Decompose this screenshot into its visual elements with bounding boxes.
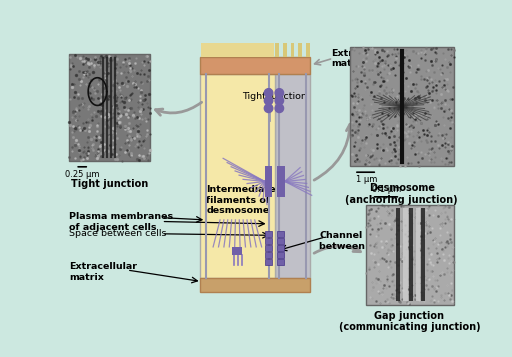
Bar — [266, 252, 272, 258]
Bar — [403, 208, 408, 301]
Circle shape — [269, 29, 274, 34]
Text: Channel
between cells: Channel between cells — [319, 231, 393, 251]
Bar — [215, 37, 220, 57]
Circle shape — [240, 31, 245, 37]
Text: Extracellular
matrix: Extracellular matrix — [69, 262, 137, 282]
Circle shape — [233, 32, 238, 38]
Bar — [277, 252, 284, 258]
Bar — [251, 32, 256, 57]
Bar — [255, 32, 260, 57]
Bar — [269, 31, 274, 57]
Bar — [396, 208, 400, 301]
Bar — [231, 247, 242, 255]
Circle shape — [265, 32, 271, 37]
Bar — [211, 39, 216, 57]
Text: 1 μm: 1 μm — [355, 175, 377, 184]
Bar — [277, 245, 284, 251]
Bar — [208, 34, 212, 57]
Bar — [266, 231, 272, 237]
Circle shape — [275, 104, 284, 112]
Bar — [201, 35, 205, 57]
Bar — [266, 238, 272, 244]
Bar — [262, 39, 267, 57]
Bar — [222, 32, 227, 57]
Text: 0.1 μm: 0.1 μm — [372, 185, 401, 194]
Text: Extracellular
matrix: Extracellular matrix — [331, 49, 399, 69]
Circle shape — [211, 36, 217, 41]
Bar — [283, 34, 287, 57]
Circle shape — [275, 89, 284, 97]
Circle shape — [229, 36, 234, 42]
Circle shape — [222, 29, 227, 35]
Bar — [277, 231, 284, 237]
Bar — [306, 40, 310, 57]
Text: 0.25 μm: 0.25 μm — [65, 170, 99, 179]
Circle shape — [264, 104, 273, 112]
Text: Tight junction: Tight junction — [242, 92, 307, 101]
Circle shape — [226, 34, 231, 39]
Circle shape — [264, 96, 273, 105]
Bar — [266, 245, 272, 251]
Text: Gap junction
(communicating junction): Gap junction (communicating junction) — [338, 311, 480, 332]
Bar — [241, 34, 245, 57]
Bar — [290, 35, 294, 57]
Circle shape — [244, 36, 249, 41]
Bar — [204, 31, 209, 57]
Text: Plasma membranes
of adjacent cells: Plasma membranes of adjacent cells — [69, 212, 173, 232]
Bar — [200, 57, 310, 74]
Text: Intermediate
filaments of
desmosome: Intermediate filaments of desmosome — [206, 185, 275, 215]
Circle shape — [262, 36, 267, 41]
Bar — [266, 259, 272, 265]
Circle shape — [251, 30, 257, 35]
Bar — [350, 47, 454, 166]
Bar — [275, 74, 310, 278]
Bar — [266, 35, 270, 57]
Bar — [248, 37, 252, 57]
Circle shape — [237, 29, 242, 34]
Bar — [277, 238, 284, 244]
Text: Tight junction: Tight junction — [71, 179, 148, 189]
Bar — [416, 208, 420, 301]
Bar — [200, 74, 275, 278]
Bar — [69, 54, 150, 161]
Bar — [265, 166, 272, 197]
Text: Space between cells: Space between cells — [69, 229, 166, 238]
Bar — [233, 35, 238, 57]
Bar — [219, 32, 223, 57]
Bar — [230, 39, 234, 57]
Bar — [259, 37, 263, 57]
Text: Desmosome
(anchoring junction): Desmosome (anchoring junction) — [346, 183, 458, 205]
Circle shape — [275, 96, 284, 105]
Bar — [244, 39, 249, 57]
Circle shape — [200, 32, 206, 38]
Circle shape — [264, 89, 273, 97]
Bar — [277, 166, 285, 197]
Circle shape — [208, 31, 213, 36]
Bar — [226, 36, 231, 57]
Bar — [298, 38, 302, 57]
Circle shape — [204, 29, 209, 34]
Bar — [421, 208, 425, 301]
Bar — [237, 31, 242, 57]
Bar — [277, 259, 284, 265]
Bar — [200, 278, 310, 292]
Circle shape — [215, 35, 220, 40]
Bar — [275, 37, 279, 57]
Circle shape — [258, 34, 264, 39]
Bar — [409, 208, 413, 301]
Circle shape — [247, 35, 253, 40]
Circle shape — [219, 30, 224, 35]
Bar — [366, 205, 454, 305]
Circle shape — [254, 29, 260, 35]
